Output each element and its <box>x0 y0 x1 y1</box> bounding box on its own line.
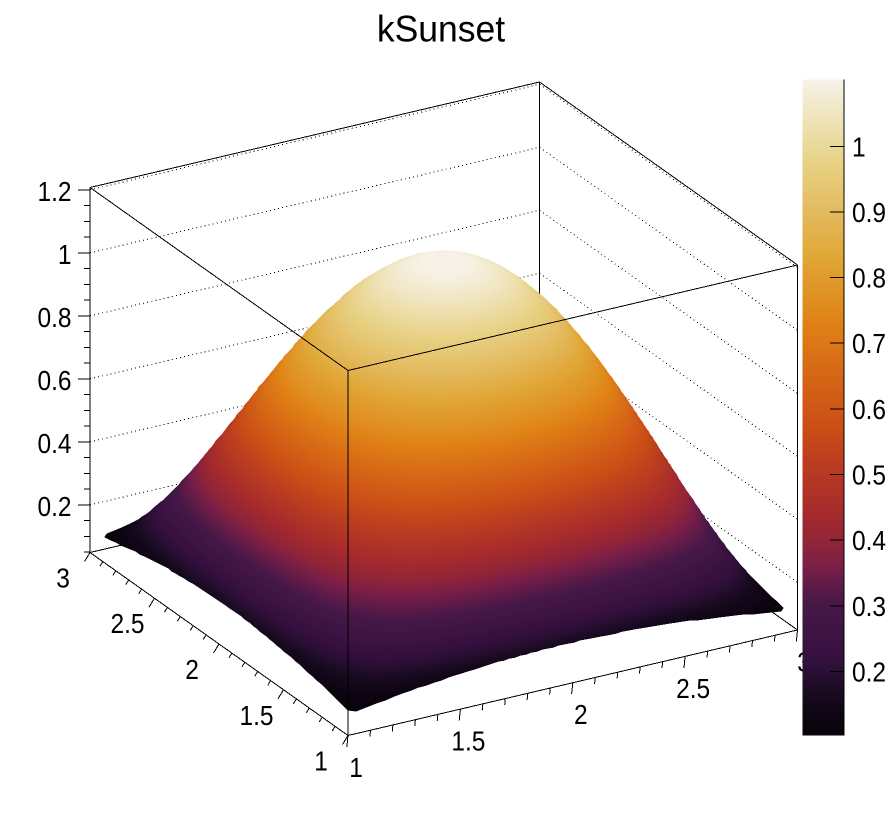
svg-text:3: 3 <box>56 562 70 594</box>
svg-text:1.5: 1.5 <box>239 699 273 731</box>
svg-text:0.9: 0.9 <box>852 196 886 228</box>
svg-text:0.6: 0.6 <box>852 393 886 425</box>
svg-text:0.8: 0.8 <box>852 262 886 294</box>
svg-text:1: 1 <box>314 745 328 777</box>
svg-text:2.5: 2.5 <box>676 672 710 704</box>
svg-text:0.2: 0.2 <box>37 490 71 522</box>
svg-text:1: 1 <box>349 751 363 783</box>
svg-text:1: 1 <box>58 238 72 270</box>
svg-text:0.8: 0.8 <box>37 301 71 333</box>
svg-text:2: 2 <box>185 653 199 685</box>
svg-text:1: 1 <box>852 131 866 163</box>
svg-text:kSunset: kSunset <box>377 8 505 50</box>
svg-text:2.5: 2.5 <box>110 608 144 640</box>
svg-text:2: 2 <box>574 699 588 731</box>
svg-text:1.5: 1.5 <box>451 725 485 757</box>
svg-text:0.6: 0.6 <box>37 364 71 396</box>
svg-text:0.3: 0.3 <box>852 590 886 622</box>
svg-text:0.4: 0.4 <box>37 427 71 459</box>
svg-text:0.4: 0.4 <box>852 525 886 557</box>
svg-text:0.7: 0.7 <box>852 328 886 360</box>
svg-text:0.2: 0.2 <box>852 656 886 688</box>
svg-text:0.5: 0.5 <box>852 459 886 491</box>
svg-text:1.2: 1.2 <box>37 175 71 207</box>
